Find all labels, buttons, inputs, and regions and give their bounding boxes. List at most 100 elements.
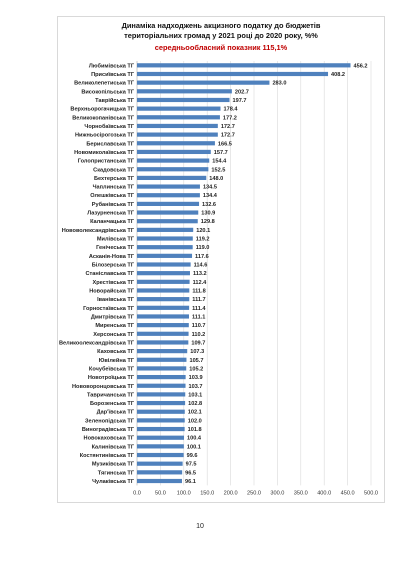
category-label: Каланчацька ТГ	[90, 219, 135, 225]
category-label: Калинівська ТГ	[92, 444, 135, 450]
bar	[137, 236, 193, 241]
category-label: Костянтинівська ТГ	[80, 453, 135, 459]
bar	[137, 305, 190, 310]
category-label: Любимівська ТГ	[89, 62, 135, 69]
value-label: 97.5	[186, 462, 197, 468]
x-tick-label: 150.0	[200, 490, 214, 496]
value-label: 110.2	[192, 332, 206, 338]
bar	[137, 470, 183, 475]
category-label: Нижньосірогозька ТГ	[75, 133, 135, 139]
value-label: 111.4	[192, 306, 206, 312]
category-label: Каховська ТГ	[97, 349, 135, 355]
bar	[137, 323, 189, 328]
category-label: Бериславська ТГ	[86, 141, 134, 147]
value-label: 283.0	[272, 81, 286, 87]
bar	[137, 115, 220, 120]
category-label: Асканія-Нова ТГ	[89, 254, 135, 260]
bar	[137, 210, 199, 215]
category-label: Таврійська ТГ	[95, 97, 135, 104]
value-label: 111.7	[192, 297, 205, 303]
category-label: Чулаківська ТГ	[92, 479, 135, 485]
category-label: Тягинська ТГ	[98, 470, 135, 476]
category-label: Милівська ТГ	[97, 237, 135, 243]
category-label: Дмитрівська ТГ	[91, 314, 135, 320]
bar	[137, 262, 191, 267]
chart-title-line-1: Динаміка надходжень акцизного податку до…	[121, 21, 321, 30]
category-label: Чорнобаївська ТГ	[84, 123, 134, 130]
value-label: 114.6	[194, 263, 208, 269]
value-label: 157.7	[214, 150, 228, 156]
category-label: Музиківська ТГ	[92, 462, 135, 468]
category-label: Чаплинська ТГ	[93, 185, 135, 191]
value-label: 99.6	[187, 453, 198, 459]
chart-frame	[57, 16, 385, 503]
x-tick-label: 500.0	[364, 490, 378, 496]
category-label: Лазурненська ТГ	[87, 211, 135, 217]
bar	[137, 349, 188, 354]
category-label: Олешківська ТГ	[90, 193, 135, 199]
value-label: 110.7	[192, 323, 206, 329]
category-label: Новорайська ТГ	[89, 287, 135, 294]
category-label: Нововолександрівська ТГ	[62, 228, 135, 234]
value-label: 103.1	[188, 392, 202, 398]
category-label: Станіславська ТГ	[86, 271, 135, 277]
bar	[137, 123, 218, 129]
category-label: Новомиколаївська ТГ	[74, 150, 135, 156]
bar	[137, 392, 186, 397]
page-number: 10	[196, 523, 204, 530]
category-label: Великолепетиська ТГ	[74, 81, 135, 87]
bar	[137, 193, 200, 198]
category-label: Дар'ївська ТГ	[97, 410, 135, 416]
x-tick-label: 200.0	[224, 490, 238, 496]
value-label: 177.2	[223, 115, 237, 121]
value-label: 148.0	[209, 176, 223, 182]
bar	[137, 314, 189, 319]
bar	[137, 418, 185, 423]
x-tick-label: 350.0	[294, 490, 308, 496]
value-label: 111.1	[192, 314, 205, 320]
bar	[137, 383, 186, 388]
category-label: Бехтерська ТГ	[94, 176, 135, 182]
bar	[137, 71, 329, 77]
value-label: 96.5	[185, 470, 196, 476]
value-label: 113.2	[193, 271, 207, 277]
value-label: 172.7	[221, 124, 235, 130]
value-label: 456.2	[354, 63, 368, 69]
value-label: 117.6	[195, 254, 209, 260]
bar	[137, 426, 185, 432]
bar	[137, 297, 190, 302]
bar	[137, 279, 190, 284]
category-label: Генічеська ТГ	[96, 245, 135, 251]
bar	[137, 167, 209, 172]
x-tick-label: 400.0	[317, 490, 331, 496]
category-label: Херсонська ТГ	[93, 332, 135, 338]
value-label: 111.8	[192, 288, 205, 294]
bar	[137, 80, 270, 85]
category-label: Тавричанська ТГ	[87, 392, 135, 398]
bar	[137, 106, 221, 111]
bar	[137, 184, 200, 189]
bar	[137, 245, 193, 250]
category-label: Білозерська ТГ	[92, 263, 135, 269]
category-label: Іванівська ТГ	[97, 297, 135, 303]
value-label: 105.7	[189, 358, 203, 364]
value-label: 119.0	[196, 245, 210, 251]
value-label: 103.9	[189, 375, 203, 381]
value-label: 109.7	[191, 340, 205, 346]
bar	[137, 201, 200, 206]
value-label: 202.7	[235, 89, 249, 95]
bar	[137, 158, 210, 163]
bar	[137, 97, 230, 103]
value-label: 112.4	[193, 280, 208, 286]
bar	[137, 478, 182, 484]
value-label: 152.5	[211, 167, 225, 173]
category-label: Нововоронцовська ТГ	[72, 384, 135, 390]
bar	[137, 141, 215, 146]
value-label: 107.3	[190, 349, 204, 355]
value-label: 178.4	[223, 107, 238, 113]
bar	[137, 340, 189, 345]
category-label: Присиївська ТГ	[91, 72, 135, 78]
x-tick-label: 250.0	[247, 490, 261, 496]
x-tick-label: 100.0	[177, 490, 191, 496]
